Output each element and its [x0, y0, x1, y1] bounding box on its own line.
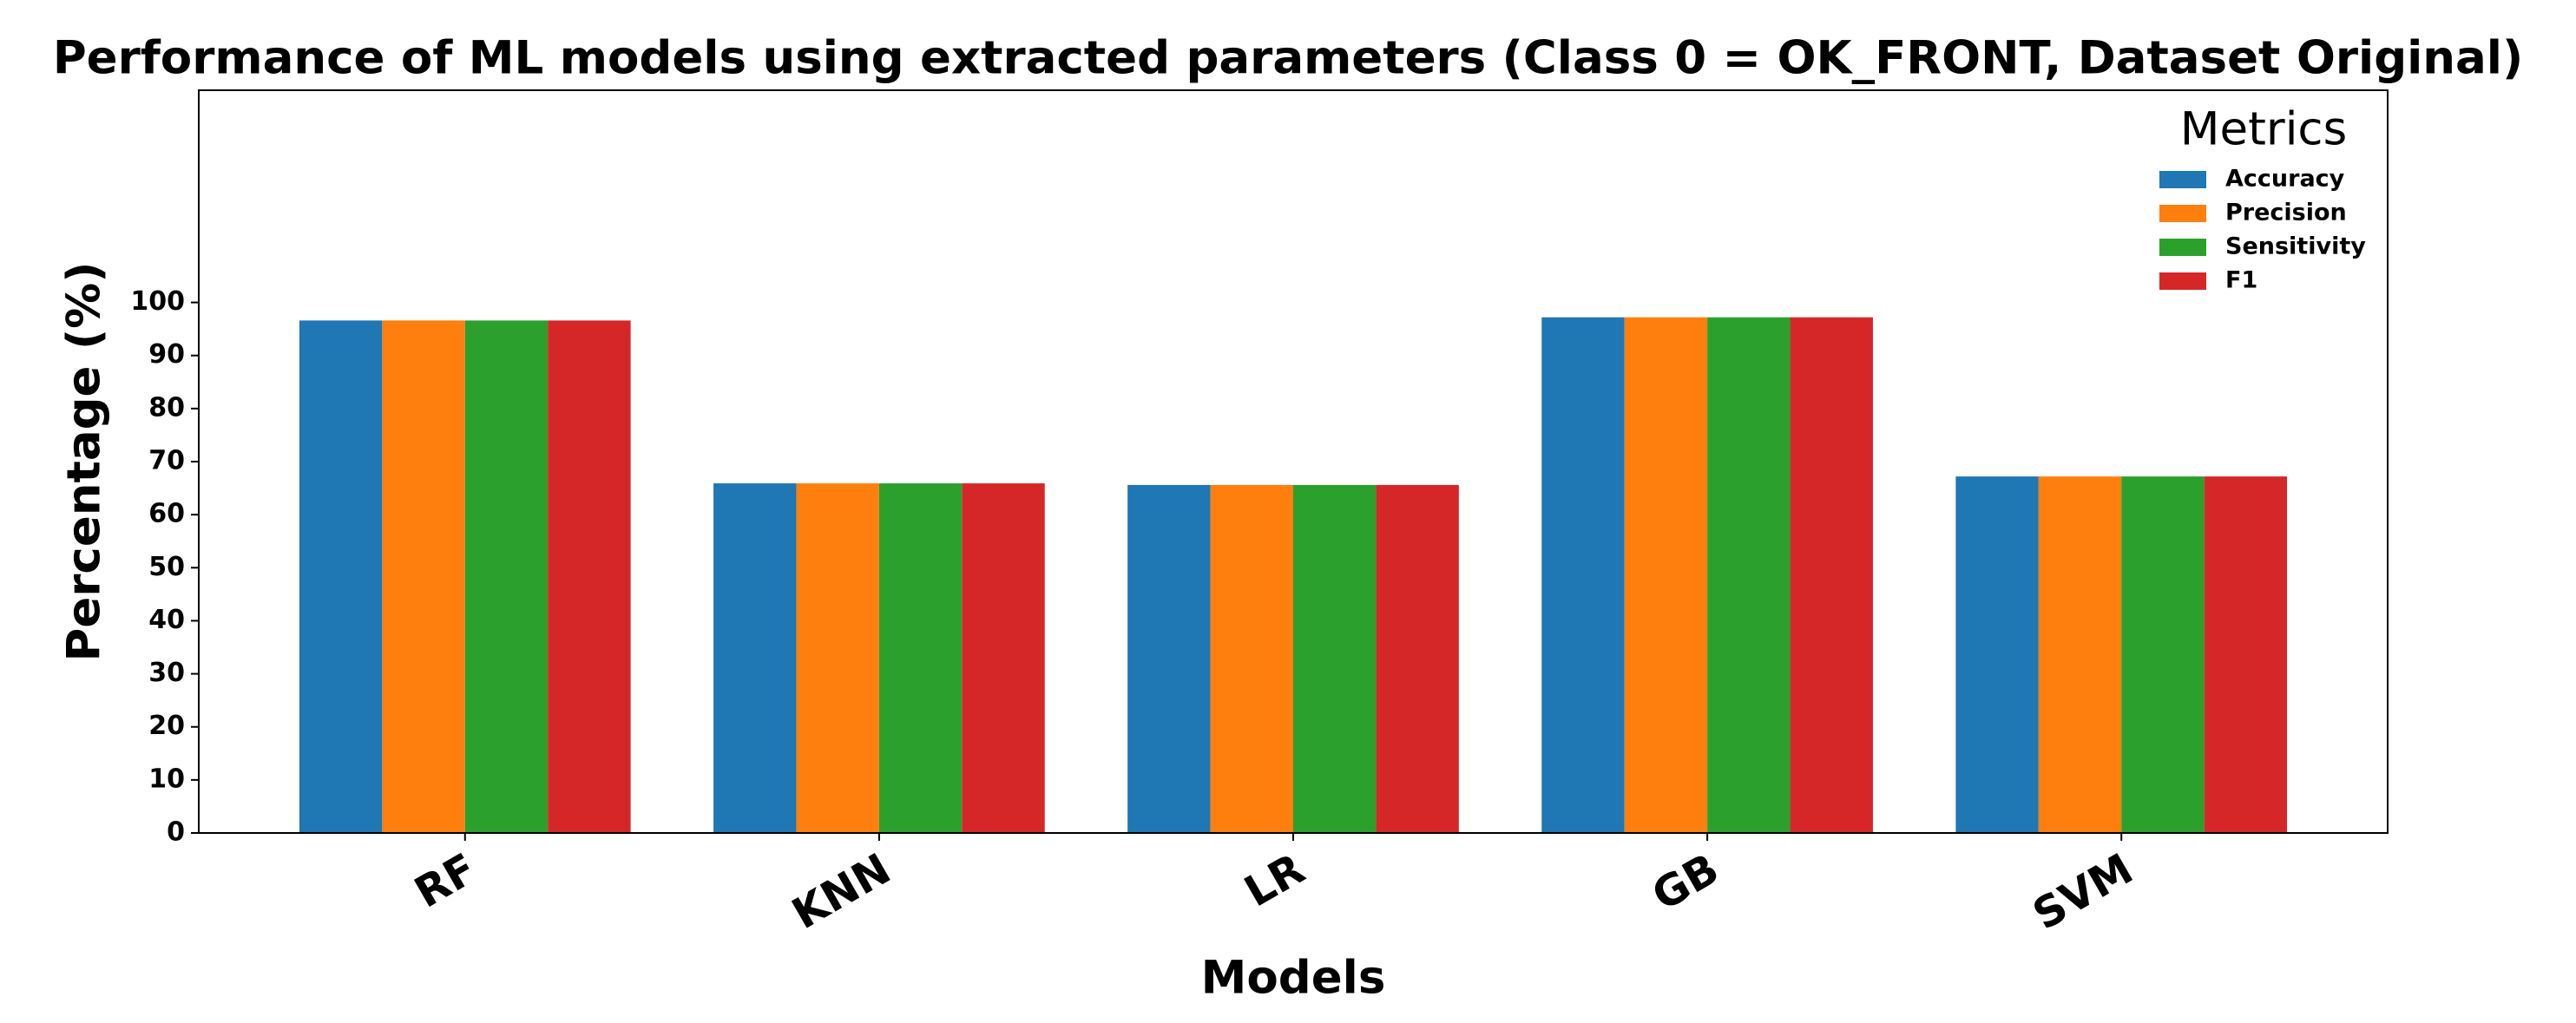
bar — [464, 320, 549, 833]
bar — [1127, 484, 1211, 833]
bar — [796, 483, 879, 833]
y-tick-label: 40 — [148, 605, 185, 635]
bar — [1293, 484, 1377, 833]
legend-swatch — [2159, 205, 2206, 222]
legend-label: F1 — [2225, 267, 2257, 294]
legend-title: Metrics — [2180, 103, 2347, 156]
bar — [713, 483, 797, 833]
bar — [299, 320, 383, 833]
y-tick-label: 80 — [148, 392, 185, 423]
chart-title: Performance of ML models using extracted… — [53, 32, 2523, 85]
y-tick-label: 90 — [148, 339, 185, 370]
y-tick-label: 50 — [148, 552, 185, 582]
x-tick-label: RF — [406, 844, 484, 918]
x-axis-label: Models — [1201, 952, 1386, 1005]
y-tick-label: 10 — [148, 764, 185, 794]
bar — [1624, 317, 1708, 834]
x-tick-label: KNN — [784, 844, 898, 939]
bar — [878, 483, 963, 833]
legend-label: Precision — [2225, 200, 2347, 226]
bar — [2121, 476, 2205, 833]
y-tick-label: 0 — [167, 817, 185, 848]
x-tick-label: SVM — [2025, 844, 2141, 940]
legend-swatch — [2159, 171, 2206, 188]
y-axis-label: Percentage (%) — [58, 261, 111, 661]
bar — [382, 320, 465, 833]
y-tick-label: 30 — [148, 658, 185, 688]
legend-label: Sensitivity — [2225, 233, 2366, 260]
legend-label: Accuracy — [2225, 166, 2345, 193]
bar — [1376, 484, 1459, 833]
y-tick-label: 70 — [148, 446, 185, 476]
x-tick-label: GB — [1644, 844, 1727, 921]
plot-frame — [198, 89, 2389, 834]
bar — [1707, 317, 1791, 834]
y-tick-label: 100 — [130, 286, 185, 317]
bar — [548, 320, 631, 833]
y-tick-label: 60 — [148, 499, 185, 529]
bar — [962, 483, 1045, 833]
bar — [2204, 476, 2288, 833]
x-tick-label: LR — [1237, 844, 1313, 917]
bar — [1541, 317, 1625, 834]
bar — [1955, 476, 2039, 833]
legend-swatch — [2159, 239, 2206, 256]
bar — [1210, 484, 1293, 833]
y-tick-label: 20 — [148, 711, 185, 741]
legend-swatch — [2159, 272, 2206, 290]
bar — [2038, 476, 2122, 833]
bar — [1790, 317, 1873, 834]
